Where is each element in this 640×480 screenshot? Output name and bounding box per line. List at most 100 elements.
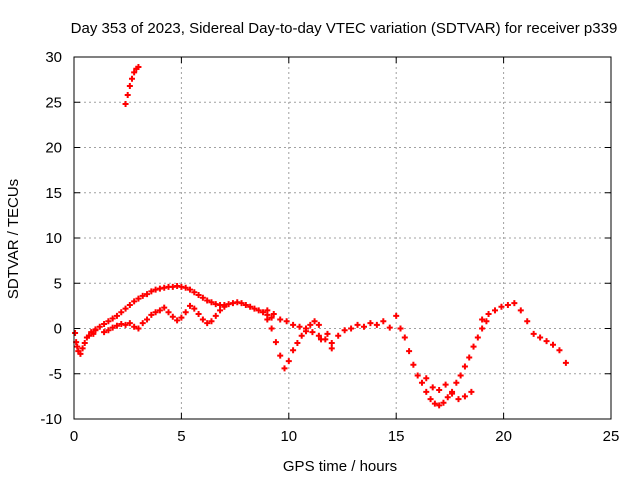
data-point [335,332,342,339]
data-point [208,299,215,306]
data-point [156,307,163,314]
data-point [81,339,88,346]
data-point [380,318,387,325]
data-point [348,325,355,332]
data-point [311,318,318,325]
grid-lines [74,57,611,419]
data-point [113,322,120,329]
data-point [144,291,151,298]
data-point [461,393,468,400]
data-point [298,332,305,339]
data-point [148,311,155,318]
x-axis-label: GPS time / hours [283,458,397,475]
data-point [118,309,125,316]
data-point [453,379,460,386]
data-point [182,284,189,291]
data-point [461,363,468,370]
data-point [135,63,142,70]
data-point [492,307,499,314]
data-point [479,325,486,332]
data-point [556,347,563,354]
data-point [470,343,477,350]
plot-frame [73,56,612,420]
data-point [247,303,254,310]
data-point [367,320,374,327]
data-point [436,387,443,394]
data-point [393,312,400,319]
data-point [483,318,490,325]
axis-ticks: 0 5 10 15 20 25 -10 -5 0 5 10 15 20 25 30 [40,49,619,445]
data-point [101,320,108,327]
data-point [139,292,146,299]
data-point [294,339,301,346]
series-main-rise [92,282,275,334]
data-point [457,372,464,379]
data-point [124,92,131,99]
data-point [86,332,93,339]
data-point [126,301,133,308]
data-point [186,286,193,293]
data-point [195,292,202,299]
data-point [498,303,505,310]
data-point [296,323,303,330]
data-point [105,327,112,334]
data-point [429,384,436,391]
data-point [354,321,361,328]
data-point [406,348,413,355]
data-point [242,301,249,308]
data-point [105,318,112,325]
y-tick-label: 15 [45,185,62,202]
data-point [109,315,116,322]
data-point [418,379,425,386]
series-upper-band-10-12h [264,307,335,346]
data-point [113,312,120,319]
data-point [208,318,215,325]
data-point [423,375,430,382]
series-morning-start [72,326,99,357]
data-point [468,388,475,395]
data-point [543,338,550,345]
y-tick-label: 20 [45,140,62,157]
data-point [217,307,224,314]
data-point [79,345,86,352]
data-point [204,297,211,304]
data-point [92,327,99,334]
data-point [427,396,434,403]
data-point [255,307,262,314]
data-point [328,345,335,352]
y-tick-label: -5 [49,366,62,383]
data-point [199,316,206,323]
data-point [191,305,198,312]
data-point [131,298,138,305]
chart-title: Day 353 of 2023, Sidereal Day-to-day VTE… [71,20,618,37]
data-point [174,317,181,324]
data-point [101,329,108,336]
data-point [440,399,447,406]
data-point [479,316,486,323]
data-point [328,339,335,346]
data-point [283,318,290,325]
data-point [144,316,151,323]
data-point [386,324,393,331]
data-point [126,82,133,89]
data-point [290,347,297,354]
series-deep-dip-15-19h [397,318,490,409]
data-point [186,302,193,309]
data-point [307,321,314,328]
data-point [72,330,79,337]
data-point [442,381,449,388]
data-point [511,300,518,307]
series-dip-side-branch [423,375,475,403]
x-tick-label: 5 [177,428,185,445]
data-point [315,332,322,339]
data-point [165,309,172,316]
series-plateau-12-15h [318,312,400,352]
data-point [169,313,176,320]
data-point [423,388,430,395]
data-point [268,325,275,332]
data-point [135,295,142,302]
data-point [504,301,511,308]
data-point [309,329,316,336]
data-point [373,321,380,328]
